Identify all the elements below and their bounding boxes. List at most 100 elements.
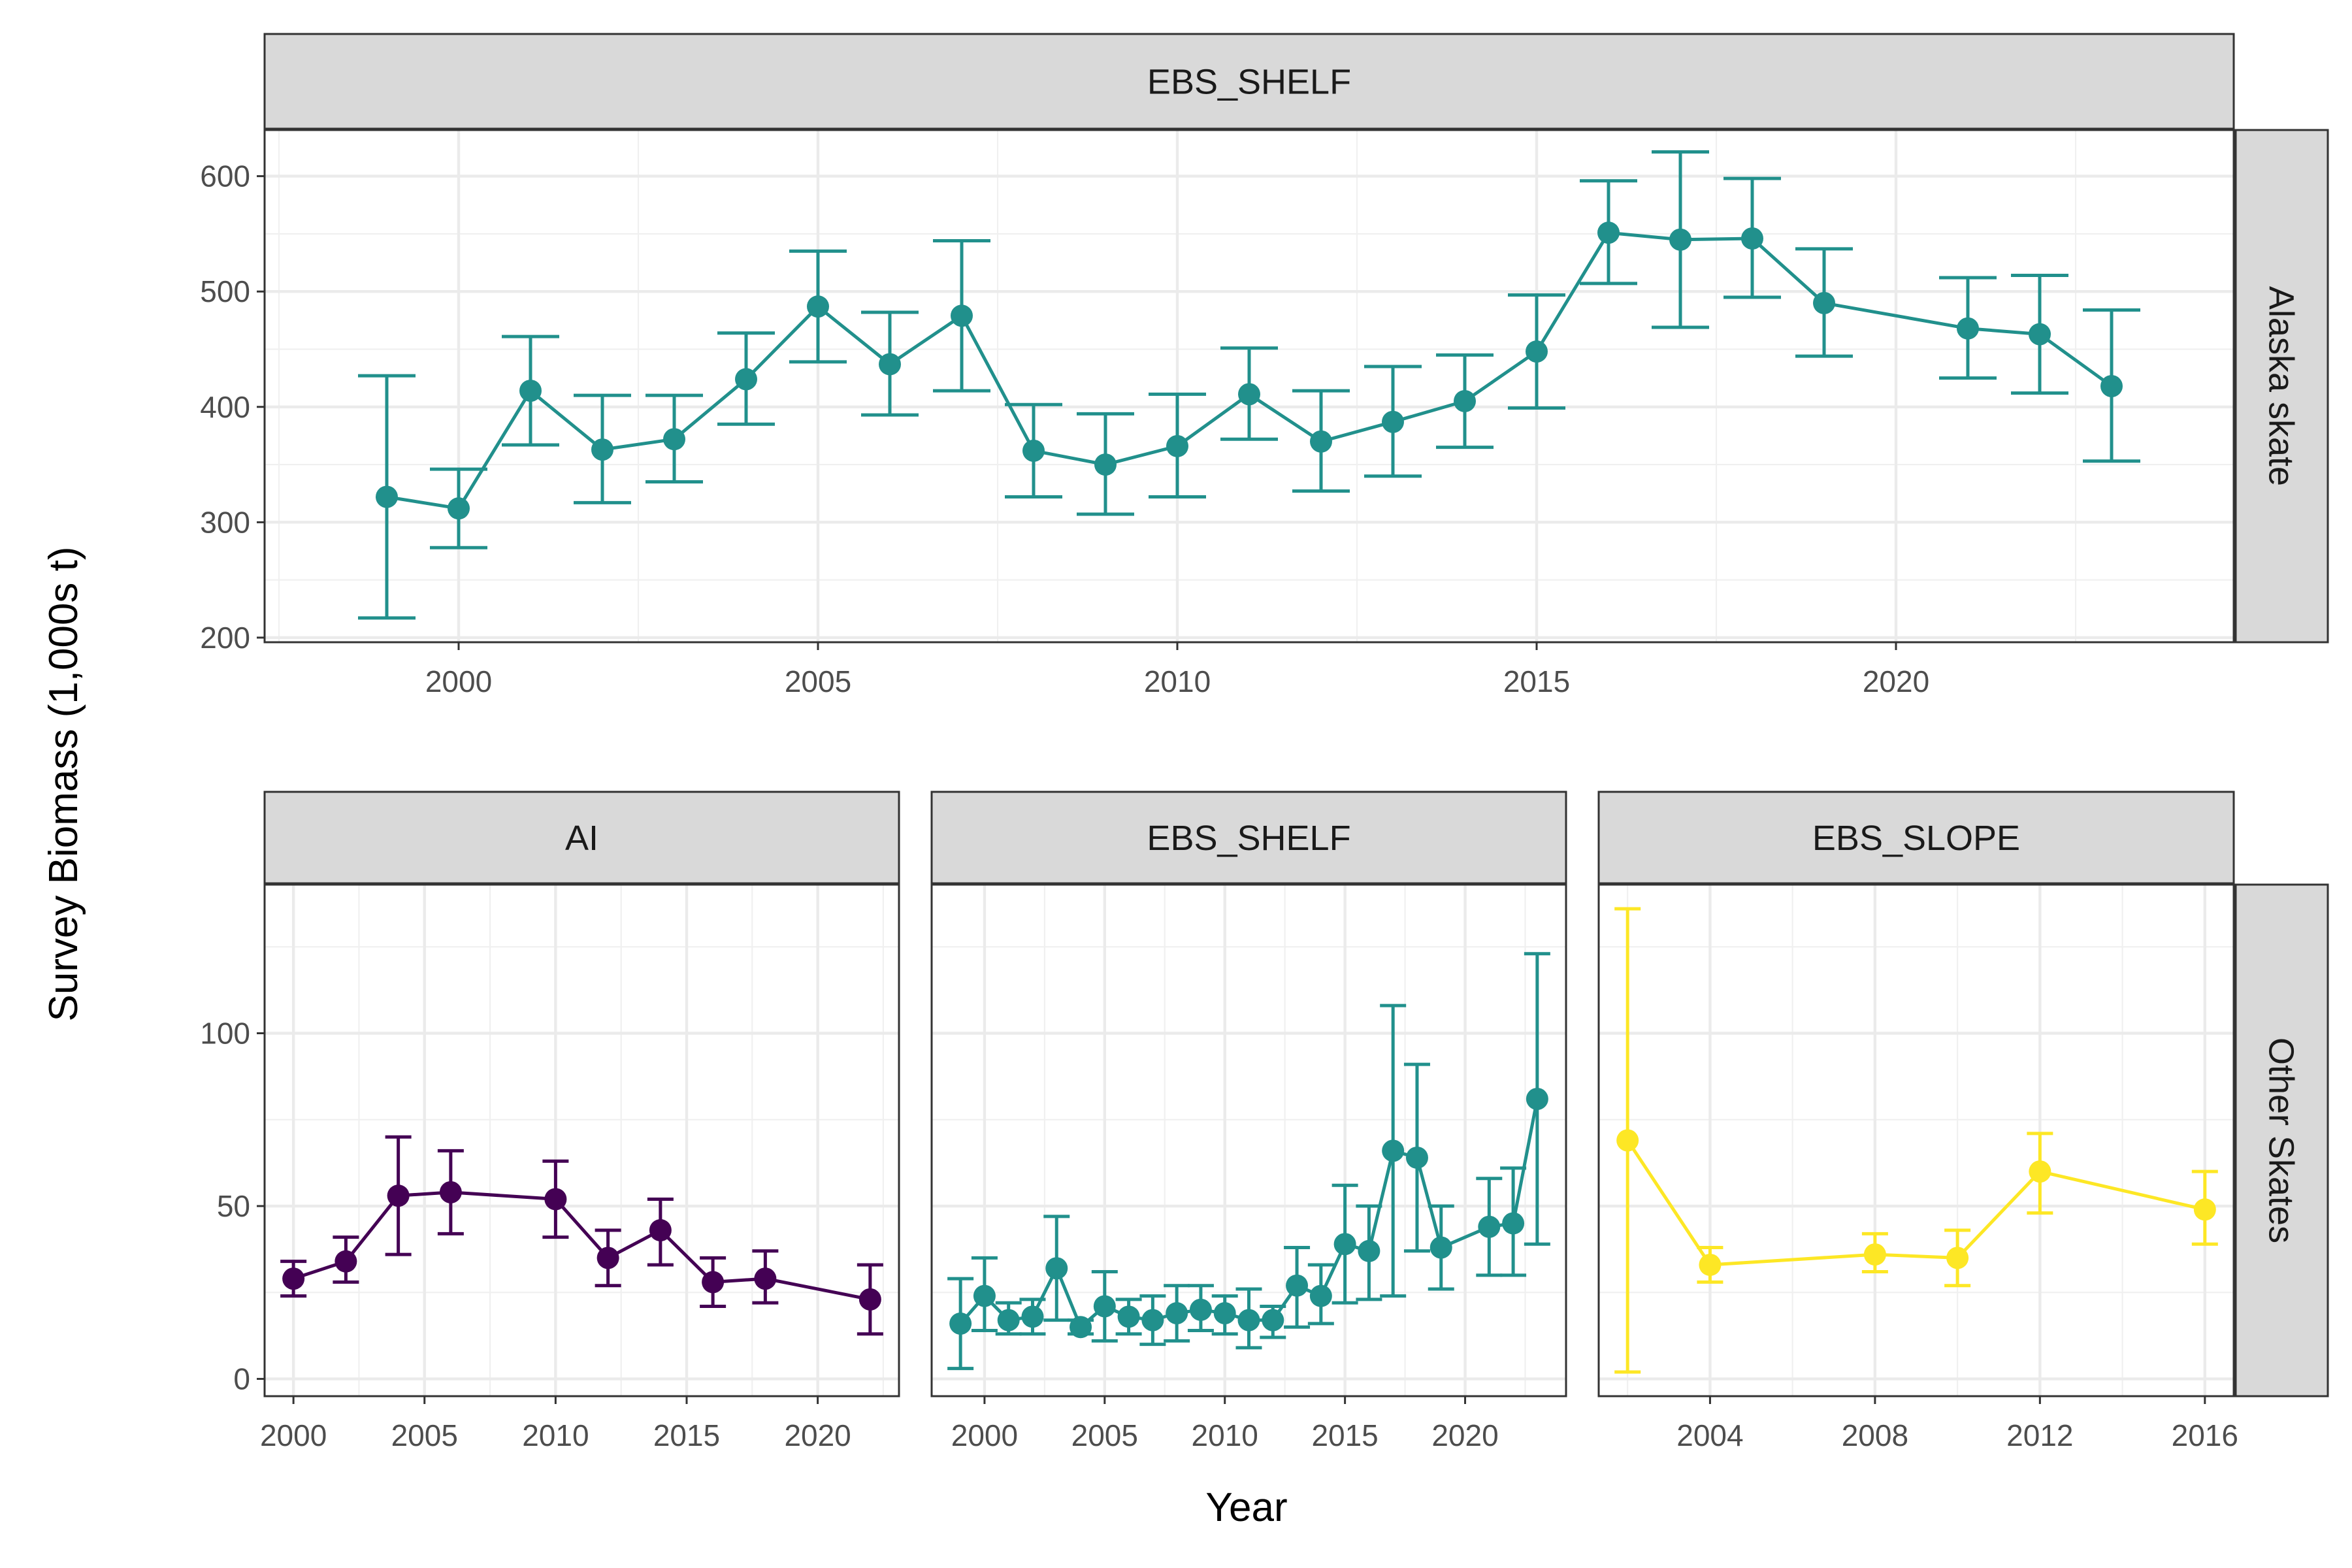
x-tick-label: 2015 — [653, 1418, 720, 1452]
data-point — [1117, 1305, 1140, 1328]
data-point — [1166, 1302, 1188, 1325]
data-point — [1166, 434, 1188, 457]
data-point — [1946, 1247, 1969, 1269]
data-point — [335, 1250, 357, 1273]
data-point — [2100, 375, 2123, 397]
data-point — [519, 380, 542, 402]
x-tick-label: 2020 — [1863, 664, 1929, 698]
y-tick-label: 50 — [217, 1189, 250, 1223]
y-tick-label: 100 — [200, 1016, 250, 1050]
data-point — [1358, 1239, 1380, 1262]
panel-border — [263, 883, 900, 1397]
data-point — [2029, 1160, 2051, 1183]
y-tick-label: 300 — [200, 505, 250, 539]
strip-background — [1597, 791, 2235, 885]
x-tick-label: 2008 — [1842, 1418, 1908, 1452]
data-point — [2193, 1198, 2216, 1221]
row-strip-alaska-skate: Alaska skate — [2234, 129, 2329, 644]
data-point — [1070, 1316, 1092, 1339]
row-strip-label: Other Skates — [2262, 1037, 2301, 1243]
row-strip-other-skates: Other Skates — [2234, 883, 2329, 1397]
data-point — [1141, 1309, 1164, 1331]
x-tick-label: 2010 — [522, 1418, 589, 1452]
data-point — [1333, 1233, 1356, 1256]
x-tick-label: 2000 — [425, 664, 492, 698]
strip-background — [930, 791, 1567, 885]
data-point — [702, 1271, 725, 1294]
data-point — [1213, 1302, 1236, 1325]
data-point — [1454, 389, 1476, 412]
data-point — [1699, 1253, 1722, 1276]
data-point — [1021, 1305, 1044, 1328]
data-point — [807, 295, 829, 318]
data-point — [1309, 1284, 1332, 1307]
data-point — [951, 304, 973, 327]
data-point — [1093, 1295, 1116, 1318]
y-tick-label: 600 — [200, 159, 250, 193]
strips-layer: EBS_SHELF AI EBS_SHELF EBS_SLOPE Alaska skat… — [263, 33, 2329, 1397]
strip-background — [263, 791, 900, 885]
data-point — [735, 368, 757, 391]
x-axis-title: Year — [1205, 1485, 1287, 1530]
x-tick-label: 2015 — [1311, 1418, 1378, 1452]
panel-background — [1599, 885, 2234, 1396]
x-tick-label: 2000 — [260, 1418, 327, 1452]
x-tick-label: 2010 — [1192, 1418, 1258, 1452]
data-point — [1502, 1212, 1525, 1235]
data-point — [1478, 1215, 1501, 1238]
series-line — [386, 231, 2113, 510]
data-point — [1597, 221, 1620, 244]
y-axis-title: Survey Biomass (1,000s t) — [41, 546, 86, 1021]
x-tick-label: 2005 — [785, 664, 851, 698]
data-point — [879, 353, 901, 376]
strip-ebs-slope: EBS_SLOPE — [1597, 791, 2235, 885]
data-point — [1238, 383, 1260, 406]
panel-4: 2004 2008 2012 2016 — [1597, 883, 2238, 1452]
data-point — [1262, 1309, 1284, 1331]
data-point — [1526, 340, 1548, 363]
data-point — [544, 1188, 567, 1211]
panel-border — [263, 129, 2235, 644]
strip-label: AI — [565, 819, 598, 858]
data-point — [973, 1284, 996, 1307]
data-point — [1813, 291, 1835, 314]
data-point — [1045, 1257, 1068, 1280]
x-tick-label: 2005 — [1071, 1418, 1138, 1452]
x-tick-label: 2000 — [951, 1418, 1018, 1452]
x-tick-label: 2005 — [391, 1418, 458, 1452]
data-point — [439, 1181, 462, 1203]
y-tick-label: 400 — [200, 390, 250, 424]
panel-3: 2000 2005 2010 2015 2020 — [930, 883, 1567, 1452]
data-point — [1616, 1129, 1639, 1152]
x-tick-label: 2020 — [1431, 1418, 1498, 1452]
strip-background — [2234, 883, 2329, 1397]
row-strip-label: Alaska skate — [2262, 286, 2301, 486]
data-point — [1957, 317, 1979, 340]
data-point — [2029, 323, 2051, 346]
data-point — [1382, 410, 1404, 433]
strip-ebs-shelf: EBS_SHELF — [263, 33, 2235, 130]
data-point — [1741, 227, 1763, 250]
panel-2: 2000 2005 2010 2015 2020 0 50 100 — [200, 883, 900, 1452]
data-point — [1526, 1088, 1548, 1111]
panel-border — [1597, 883, 2235, 1397]
data-point — [649, 1219, 672, 1242]
x-tick-label: 2004 — [1676, 1418, 1743, 1452]
data-point — [282, 1267, 305, 1290]
x-tick-label: 2015 — [1503, 664, 1570, 698]
y-tick-label: 200 — [200, 621, 250, 655]
series-line — [293, 1190, 871, 1301]
data-point — [1286, 1274, 1309, 1297]
strip-background — [2234, 129, 2329, 644]
strip-label: EBS_SHELF — [1147, 63, 1351, 102]
data-point — [754, 1267, 777, 1290]
data-point — [1429, 1236, 1452, 1259]
strip-background — [263, 33, 2235, 130]
data-point — [1863, 1243, 1886, 1266]
data-point — [1382, 1139, 1405, 1162]
strip-ebs-shelf: EBS_SHELF — [930, 791, 1567, 885]
data-point — [387, 1184, 410, 1207]
data-point — [1094, 453, 1117, 476]
